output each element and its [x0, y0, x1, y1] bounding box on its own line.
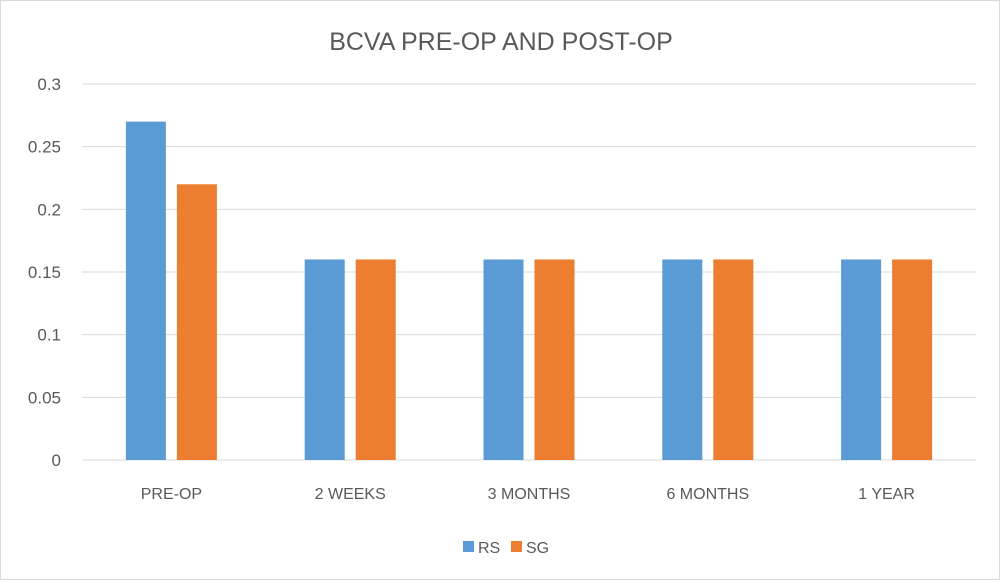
y-tick-label: 0.2 [37, 200, 61, 219]
y-tick-label: 0 [52, 451, 61, 470]
x-tick-label: 1 YEAR [858, 486, 915, 503]
bar-sg [892, 259, 933, 460]
y-tick-label: 0.25 [28, 138, 61, 157]
legend-swatch-sg [511, 541, 522, 552]
x-tick-label: PRE-OP [141, 486, 202, 503]
y-tick-label: 0.15 [28, 263, 61, 282]
bar-rs [662, 259, 703, 460]
bar-sg [355, 259, 396, 460]
bar-rs [304, 259, 345, 460]
legend-label-rs: RS [478, 540, 500, 557]
chart-title: BCVA PRE-OP AND POST-OP [329, 28, 673, 56]
legend-swatch-rs [463, 541, 474, 552]
bar-sg [534, 259, 575, 460]
x-tick-label: 3 MONTHS [488, 486, 571, 503]
x-tick-label: 6 MONTHS [666, 486, 749, 503]
y-tick-label: 0.3 [37, 75, 61, 94]
bar-rs [841, 259, 882, 460]
bar-sg [176, 184, 217, 460]
x-tick-label: 2 WEEKS [315, 486, 386, 503]
bar-rs [483, 259, 524, 460]
y-tick-label: 0.05 [28, 388, 61, 407]
bar-rs [125, 121, 166, 460]
bar-sg [713, 259, 754, 460]
y-tick-label: 0.1 [37, 326, 61, 345]
legend-label-sg: SG [526, 540, 549, 557]
